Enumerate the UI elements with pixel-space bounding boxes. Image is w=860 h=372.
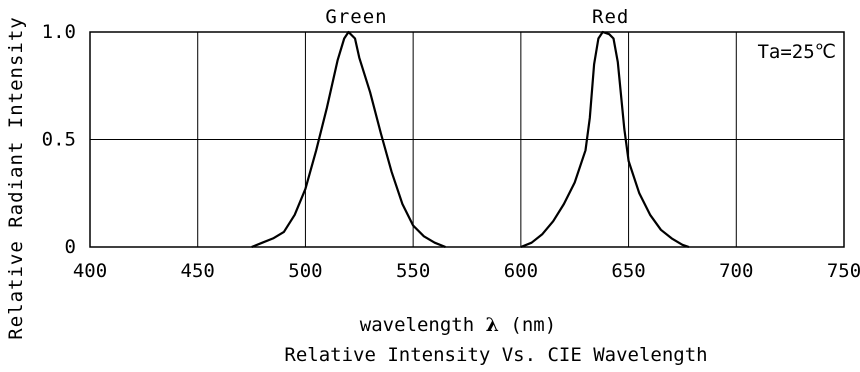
x-axis-label-unit: (nm): [510, 314, 556, 336]
lambda-symbol: λ: [486, 314, 499, 336]
x-tick-labels: 400 450 500 550 600 650 700 750: [73, 260, 860, 282]
series-label-green: Green: [325, 6, 387, 28]
series-labels: Green Red: [325, 6, 629, 28]
y-tick-label: 1.0: [42, 21, 76, 43]
series-line-green: [251, 30, 446, 249]
x-tick-label: 500: [288, 260, 322, 282]
x-tick-label: 700: [719, 260, 753, 282]
y-axis-label: Relative Radiant Intensity: [5, 16, 27, 339]
temperature-annotation: Ta=25℃: [757, 41, 836, 63]
x-tick-label: 600: [504, 260, 538, 282]
series-line-red: [520, 30, 690, 249]
plot-frame: [89, 31, 845, 248]
y-tick-label: 0.5: [42, 129, 76, 151]
x-tick-label: 750: [827, 260, 860, 282]
x-tick-label: 650: [611, 260, 645, 282]
series-curves: [251, 30, 690, 249]
y-tick-label: 0: [65, 236, 76, 258]
x-axis-label-prefix: wavelength: [360, 314, 474, 336]
y-tick-labels: 0 0.5 1.0: [42, 21, 76, 258]
x-tick-label: 400: [73, 260, 107, 282]
grid: [89, 31, 845, 248]
chart-caption: Relative Intensity Vs. CIE Wavelength: [284, 344, 707, 366]
series-label-red: Red: [592, 6, 629, 28]
x-axis-label: wavelength λ (nm): [360, 314, 556, 336]
x-tick-label: 450: [181, 260, 215, 282]
x-tick-label: 550: [396, 260, 430, 282]
